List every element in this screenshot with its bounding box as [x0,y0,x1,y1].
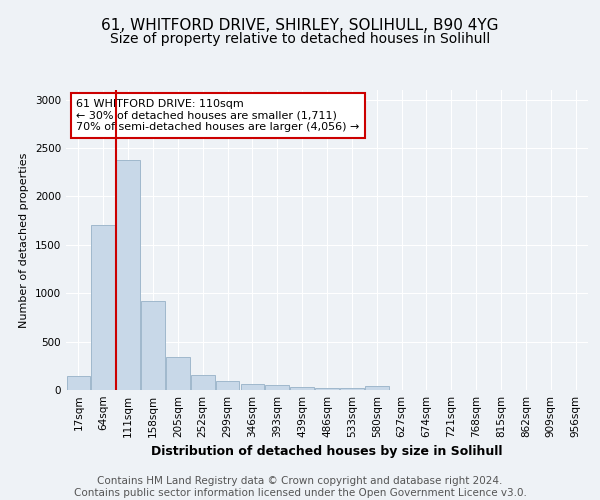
Bar [290,387,314,390]
Text: 61, WHITFORD DRIVE, SHIRLEY, SOLIHULL, B90 4YG: 61, WHITFORD DRIVE, SHIRLEY, SOLIHULL, B… [101,18,499,32]
Text: Contains HM Land Registry data © Crown copyright and database right 2024.
Contai: Contains HM Land Registry data © Crown c… [74,476,526,498]
Bar [265,385,289,390]
X-axis label: Distribution of detached houses by size in Solihull: Distribution of detached houses by size … [151,446,503,458]
Bar [67,376,90,390]
Bar [241,384,264,390]
Y-axis label: Number of detached properties: Number of detached properties [19,152,29,328]
Bar [116,160,140,390]
Bar [315,388,339,390]
Bar [191,376,215,390]
Text: Size of property relative to detached houses in Solihull: Size of property relative to detached ho… [110,32,490,46]
Bar [340,388,364,390]
Bar [216,381,239,390]
Bar [141,301,165,390]
Text: 61 WHITFORD DRIVE: 110sqm
← 30% of detached houses are smaller (1,711)
70% of se: 61 WHITFORD DRIVE: 110sqm ← 30% of detac… [76,99,360,132]
Bar [365,386,389,390]
Bar [91,226,115,390]
Bar [166,357,190,390]
